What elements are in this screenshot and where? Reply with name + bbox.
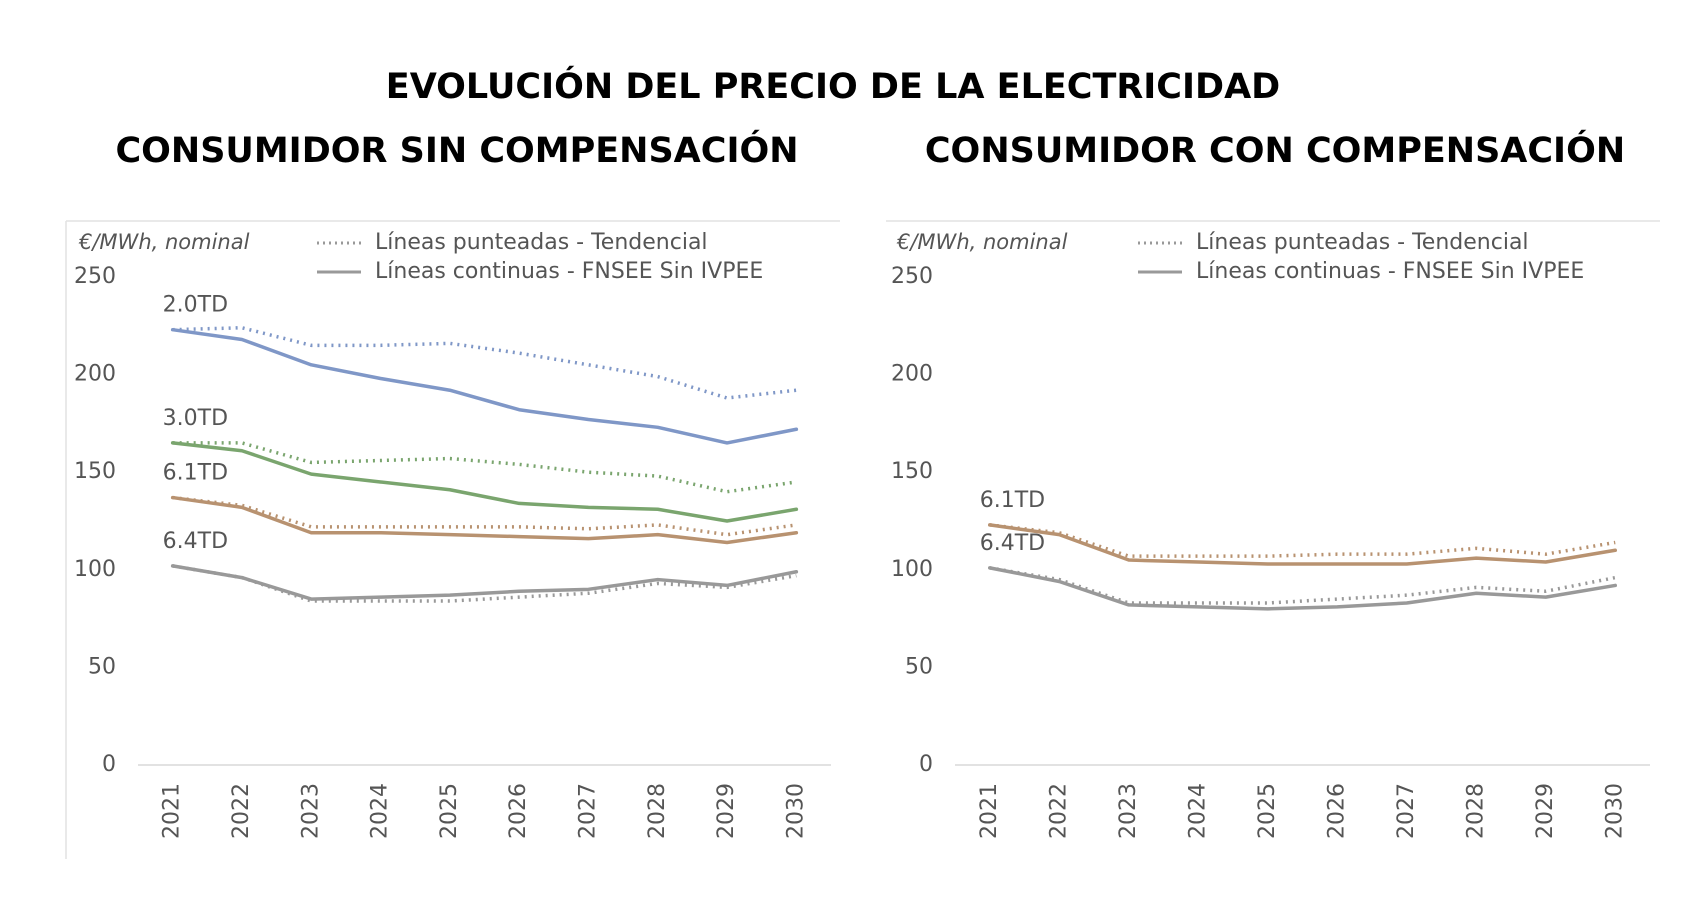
y-tick-label: 250 <box>74 264 116 289</box>
series-label: 6.4TD <box>163 529 228 554</box>
x-tick-label: 2022 <box>1046 783 1071 839</box>
trend-line <box>989 523 1616 558</box>
y-tick-label: 200 <box>891 362 933 387</box>
y-tick-label: 100 <box>891 557 933 582</box>
x-tick-label: 2027 <box>575 783 600 839</box>
y-tick-label: 150 <box>891 459 933 484</box>
y-tick-label: 200 <box>74 362 116 387</box>
legend-label: Líneas punteadas - Tendencial <box>375 230 708 255</box>
y-tick-label: 100 <box>74 557 116 582</box>
y-tick-label: 50 <box>905 654 933 679</box>
x-tick-label: 2022 <box>229 783 254 839</box>
x-tick-label: 2029 <box>1533 783 1558 839</box>
series-line <box>170 327 799 445</box>
x-tick-label: 2023 <box>298 783 323 839</box>
series-label: 6.1TD <box>980 488 1045 513</box>
trend-line <box>172 326 797 400</box>
page-title: EVOLUCIÓN DEL PRECIO DE LA ELECTRICIDAD <box>386 65 1280 107</box>
x-tick-label: 2028 <box>645 783 670 839</box>
x-tick-label: 2026 <box>1324 783 1349 839</box>
series-line <box>170 441 799 523</box>
legend-label: Líneas punteadas - Tendencial <box>1196 230 1529 255</box>
series-label: 6.4TD <box>980 531 1045 556</box>
x-tick-label: 2030 <box>1602 783 1627 839</box>
series-line <box>170 564 799 601</box>
chart-title: CONSUMIDOR CON COMPENSACIÓN <box>925 129 1625 171</box>
y-tick-label: 250 <box>891 264 933 289</box>
x-tick-label: 2030 <box>783 783 808 839</box>
y-axis-label: €/MWh, nominal <box>78 230 250 254</box>
series-label: 2.0TD <box>163 293 228 318</box>
y-axis-label: €/MWh, nominal <box>896 230 1068 254</box>
x-tick-label: 2024 <box>368 783 393 839</box>
x-tick-label: 2026 <box>506 783 531 839</box>
x-tick-label: 2029 <box>714 783 739 839</box>
x-tick-label: 2025 <box>1255 783 1280 839</box>
y-tick-label: 50 <box>88 654 116 679</box>
trend-line <box>989 566 1616 605</box>
legend-label: Líneas continuas - FNSEE Sin IVPEE <box>375 259 763 284</box>
trend-line <box>172 495 797 537</box>
series-line <box>988 566 1617 611</box>
series-label: 3.0TD <box>163 406 228 431</box>
series-label: 6.1TD <box>163 461 228 486</box>
y-tick-label: 0 <box>919 752 933 777</box>
y-tick-label: 150 <box>74 459 116 484</box>
x-tick-label: 2023 <box>1116 783 1141 839</box>
legend-label: Líneas continuas - FNSEE Sin IVPEE <box>1196 259 1584 284</box>
series-line <box>988 523 1617 566</box>
x-tick-label: 2027 <box>1394 783 1419 839</box>
chart-title: CONSUMIDOR SIN COMPENSACIÓN <box>115 129 798 171</box>
trend-line <box>172 441 797 494</box>
x-tick-label: 2021 <box>977 783 1002 839</box>
y-tick-label: 0 <box>102 752 116 777</box>
x-tick-label: 2024 <box>1185 783 1210 839</box>
series-line <box>170 495 799 545</box>
x-tick-label: 2025 <box>437 783 462 839</box>
x-tick-label: 2021 <box>160 783 185 839</box>
x-tick-label: 2028 <box>1463 783 1488 839</box>
